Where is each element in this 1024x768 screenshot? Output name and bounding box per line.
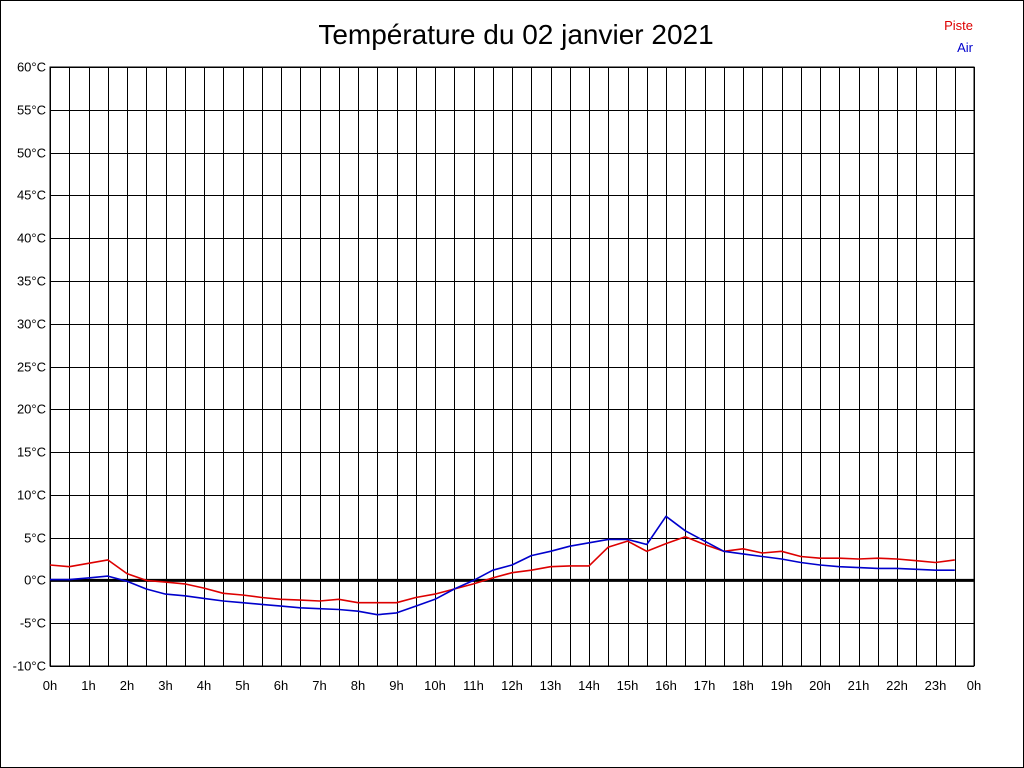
y-tick-label: 35°C bbox=[17, 274, 46, 289]
x-tick-label: 6h bbox=[274, 678, 288, 693]
x-tick-label: 0h bbox=[967, 678, 981, 693]
x-tick-label: 0h bbox=[43, 678, 57, 693]
legend: Piste Air bbox=[944, 15, 973, 59]
series-line-air bbox=[50, 515, 955, 616]
x-tick-label: 21h bbox=[848, 678, 870, 693]
y-tick-label: 15°C bbox=[17, 445, 46, 460]
x-tick-label: 1h bbox=[81, 678, 95, 693]
x-tick-label: 8h bbox=[351, 678, 365, 693]
x-tick-label: 16h bbox=[655, 678, 677, 693]
x-tick-label: 4h bbox=[197, 678, 211, 693]
x-tick-label: 17h bbox=[694, 678, 716, 693]
x-tick-label: 11h bbox=[463, 678, 484, 693]
legend-entry-piste: Piste bbox=[944, 18, 973, 33]
legend-entry-air: Air bbox=[957, 40, 973, 55]
x-tick-label: 22h bbox=[886, 678, 908, 693]
x-tick-label: 19h bbox=[771, 678, 793, 693]
y-tick-label: 20°C bbox=[17, 402, 46, 417]
y-tick-label: 25°C bbox=[17, 360, 46, 375]
x-tick-label: 2h bbox=[120, 678, 134, 693]
x-tick-label: 5h bbox=[235, 678, 249, 693]
series-line-piste bbox=[49, 535, 955, 604]
x-tick-label: 13h bbox=[540, 678, 562, 693]
y-tick-label: 5°C bbox=[24, 531, 46, 546]
y-tick-label: 60°C bbox=[17, 60, 46, 75]
y-tick-label: 10°C bbox=[17, 488, 46, 503]
x-tick-label: 18h bbox=[732, 678, 754, 693]
x-tick-label: 15h bbox=[617, 678, 639, 693]
y-tick-label: 55°C bbox=[17, 103, 46, 118]
y-tick-label: 40°C bbox=[17, 231, 46, 246]
x-tick-label: 3h bbox=[158, 678, 172, 693]
x-tick-label: 7h bbox=[312, 678, 326, 693]
x-tick-label: 10h bbox=[424, 678, 446, 693]
y-tick-label: -10°C bbox=[13, 659, 46, 674]
y-tick-label: 30°C bbox=[17, 317, 46, 332]
x-tick-label: 9h bbox=[389, 678, 403, 693]
chart-title: Température du 02 janvier 2021 bbox=[318, 19, 714, 50]
x-tick-label: 23h bbox=[925, 678, 947, 693]
y-tick-label: -5°C bbox=[20, 616, 46, 631]
y-tick-label: 50°C bbox=[17, 146, 46, 161]
x-tick-label: 20h bbox=[809, 678, 831, 693]
y-tick-label: 45°C bbox=[17, 188, 46, 203]
x-tick-label: 14h bbox=[578, 678, 600, 693]
y-tick-label: 0°C bbox=[24, 573, 46, 588]
x-tick-label: 12h bbox=[501, 678, 523, 693]
